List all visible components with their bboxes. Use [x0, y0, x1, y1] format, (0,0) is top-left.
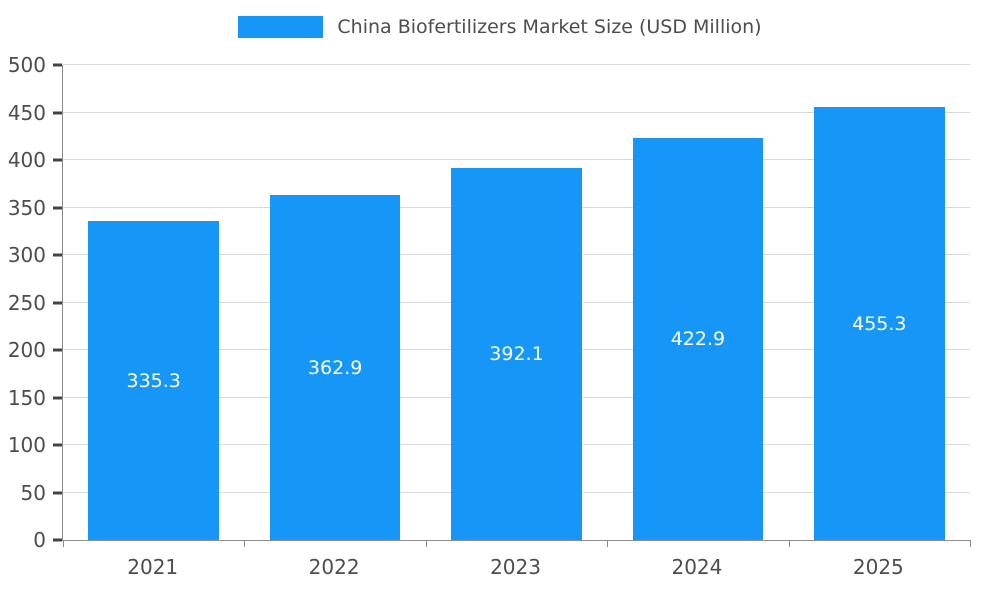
x-tick-label: 2025: [852, 555, 904, 579]
y-tick-mark: [53, 158, 62, 162]
x-tick-label: 2021: [127, 555, 179, 579]
x-tick-mark: [970, 540, 971, 547]
bar-slot: 455.3: [789, 65, 970, 540]
x-tick-label: 2024: [671, 555, 723, 579]
y-tick-mark: [53, 348, 62, 352]
x-axis: 2021 2022 2023 2024 2025: [62, 550, 969, 584]
y-tick-label: 300: [7, 243, 46, 267]
gridline: [63, 159, 970, 160]
bar-2023: 392.1: [451, 167, 582, 540]
y-tick-mark: [53, 538, 62, 542]
y-tick-label: 100: [7, 433, 46, 457]
y-tick-label: 200: [7, 338, 46, 362]
y-tick-mark: [53, 443, 62, 447]
bar-value-label: 392.1: [489, 342, 544, 365]
y-tick-mark: [53, 111, 62, 114]
chart-title: China Biofertilizers Market Size (USD Mi…: [337, 16, 762, 38]
y-tick-mark: [53, 491, 62, 494]
bar-2021: 335.3: [88, 221, 219, 540]
chart-legend: China Biofertilizers Market Size (USD Mi…: [0, 16, 1000, 38]
x-tick-label: 2023: [490, 555, 541, 579]
bar-slot: 392.1: [426, 65, 607, 540]
y-tick-label: 50: [20, 480, 46, 505]
bar-value-label: 362.9: [307, 356, 363, 379]
bar-2025: 455.3: [814, 107, 945, 540]
y-tick-label: 0: [33, 528, 46, 552]
y-axis: 0 50 100 150 200 250 300 350 400 450 500: [0, 55, 62, 550]
bar-2022: 362.9: [269, 195, 401, 540]
legend-swatch: [238, 16, 324, 38]
bar-slot: 335.3: [63, 65, 244, 540]
plot-area: 335.3 362.9 392.1 422.9 455.3: [62, 64, 971, 547]
y-tick-mark: [53, 63, 62, 67]
bar-slot: 362.9: [244, 65, 425, 540]
y-tick-label: 250: [7, 290, 46, 315]
x-tick-mark: [607, 540, 609, 547]
x-tick-mark: [425, 540, 427, 547]
y-tick-mark: [53, 206, 62, 209]
gridline: [63, 111, 970, 113]
x-tick-mark: [244, 540, 246, 547]
bar-value-label: 335.3: [126, 369, 181, 392]
x-tick-mark: [788, 540, 790, 547]
x-tick-mark: [63, 540, 64, 547]
x-tick-label: 2022: [308, 555, 360, 579]
y-tick-mark: [53, 396, 62, 399]
y-tick-label: 400: [7, 148, 46, 172]
y-tick-label: 450: [7, 100, 46, 125]
y-tick-label: 350: [7, 195, 46, 220]
y-tick-mark: [53, 253, 62, 257]
bar-slot: 422.9: [607, 65, 788, 540]
bar-value-label: 422.9: [670, 328, 726, 351]
y-tick-label: 150: [7, 385, 46, 410]
gridline: [63, 64, 970, 65]
y-tick-label: 500: [7, 53, 46, 77]
bar-value-label: 455.3: [852, 312, 907, 335]
bar-2024: 422.9: [632, 138, 764, 540]
y-tick-mark: [53, 301, 62, 304]
